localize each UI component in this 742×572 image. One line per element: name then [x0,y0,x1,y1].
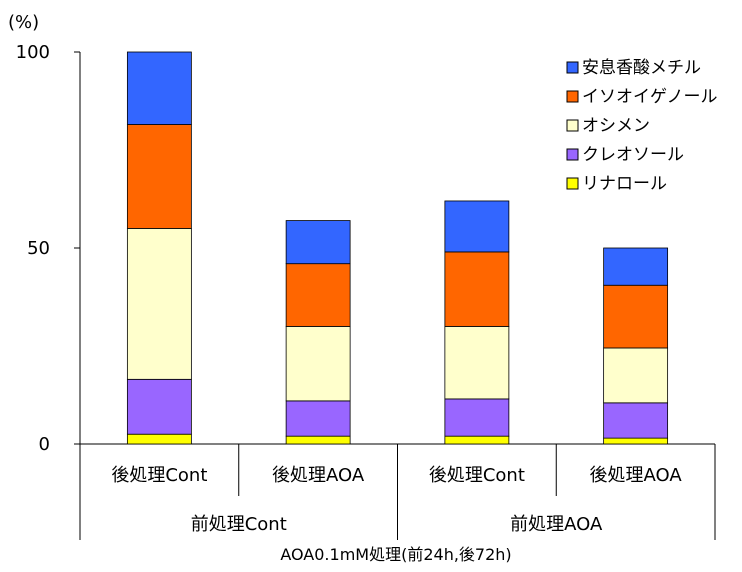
y-tick-label: 0 [39,434,50,455]
bar-segment [444,200,510,253]
x-category-label: 後処理Cont [111,465,207,486]
x-axis-title: AOA0.1mM処理(前24h,後72h) [280,545,511,564]
legend-swatch [566,119,579,132]
legend-entry: イソオイゲノール [582,87,718,107]
bar-segment [603,347,669,404]
legend-swatch [566,177,579,190]
bar-segment [603,402,669,439]
x-category-label: 後処理AOA [590,465,683,486]
bar-segment [126,51,192,125]
bar-segment [285,325,351,402]
legend-swatch [566,61,579,74]
bar-segment [285,220,351,265]
bar-segment [444,398,510,437]
x-category-labels: 後処理Cont 後処理AOA 後処理Cont 後処理AOA 前処理Cont 前処理AOA [111,465,682,535]
legend-entry: 安息香酸メチル [582,58,701,78]
bar-segment [603,437,669,445]
bar-segment [285,435,351,445]
y-unit-label: (%) [8,12,39,33]
y-tick-label: 100 [16,42,50,63]
bar-segment [126,433,192,445]
legend-swatch [566,148,579,161]
legend-swatch [566,90,579,103]
bar-segment [285,400,351,437]
bar-segment [444,435,510,445]
bar-segment [126,378,192,435]
x-category-label: 後処理Cont [429,465,525,486]
x-category-label: 後処理AOA [272,465,365,486]
x-group-label: 前処理Cont [191,514,287,535]
bar-segment [444,325,510,400]
bar-segment [285,263,351,327]
bars [126,51,669,445]
legend-entry: オシメン [582,116,650,136]
bar-segment [603,247,669,286]
bar-segment [603,284,669,349]
legend-entry: クレオソール [582,145,684,165]
legend-entry: リナロール [582,174,667,194]
bar-segment [126,227,192,380]
x-group-label: 前処理AOA [510,514,603,535]
y-tick-label: 50 [27,238,50,259]
bar-segment [126,124,192,229]
bar-segment [444,251,510,327]
